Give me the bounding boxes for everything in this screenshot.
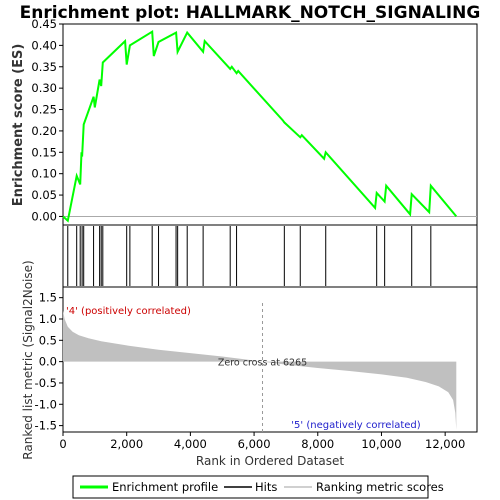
x-tick-label: 2,000	[110, 437, 143, 451]
negative-correlation-label: '5' (negatively correlated)	[291, 420, 420, 431]
x-axis-label: Rank in Ordered Dataset	[196, 454, 344, 468]
es-y-tick-label: 0.20	[31, 124, 57, 138]
x-tick-label: 8,000	[301, 437, 334, 451]
zero-cross-label: Zero cross at 6265	[218, 358, 307, 369]
es-y-tick-label: 0.30	[31, 81, 57, 95]
es-panel-frame	[62, 23, 478, 226]
positive-correlation-label: '4' (positively correlated)	[66, 306, 191, 317]
legend-label-hits: Hits	[255, 480, 277, 494]
x-tick-label: 12,000	[425, 437, 465, 451]
es-curve-line	[62, 29, 458, 223]
metric-y-axis: -1.5 -1.0 -0.5 0.0 0.5 1.0 1.5	[35, 291, 63, 433]
metric-y-tick-label: 0.5	[39, 333, 57, 347]
es-y-tick-label: 0.15	[31, 145, 57, 159]
es-y-tick-label: 0.10	[31, 167, 57, 181]
x-tick-label: 4,000	[174, 437, 207, 451]
legend-label-ranking: Ranking metric scores	[316, 480, 444, 494]
chart-title: Enrichment plot: HALLMARK_NOTCH_SIGNALIN…	[20, 3, 481, 23]
es-y-tick-label: 0.00	[31, 209, 57, 223]
legend: Enrichment profile Hits Ranking metric s…	[72, 475, 444, 499]
metric-y-tick-label: 0.0	[39, 355, 57, 369]
hit-marks	[67, 226, 432, 286]
hits-panel-frame	[62, 224, 478, 288]
x-axis: 0 2,000 4,000 6,000 8,000 10,000 12,000	[59, 432, 465, 451]
es-y-axis: 0.00 0.05 0.10 0.15 0.20 0.25 0.30 0.35 0.40 0.45	[31, 17, 63, 223]
metric-y-tick-label: -1.5	[35, 419, 57, 433]
es-y-tick-label: 0.40	[31, 38, 57, 52]
x-tick-label: 6,000	[238, 437, 271, 451]
es-curve	[62, 29, 458, 223]
metric-y-tick-label: -1.0	[35, 397, 57, 411]
es-y-axis-label: Enrichment score (ES)	[11, 44, 26, 207]
es-y-tick-label: 0.05	[31, 188, 57, 202]
x-tick-label: 0	[59, 437, 66, 451]
metric-y-tick-label: 1.5	[39, 291, 57, 305]
es-y-tick-label: 0.35	[31, 60, 57, 74]
metric-y-tick-label: -0.5	[35, 376, 57, 390]
x-tick-label: 10,000	[361, 437, 401, 451]
metric-y-axis-label: Ranked list metric (Signal2Noise)	[21, 260, 35, 459]
ranked-metric-fill	[63, 310, 457, 430]
metric-y-tick-label: 1.0	[39, 312, 57, 326]
ranked-metric-area	[63, 310, 457, 430]
es-y-tick-label: 0.45	[31, 17, 57, 31]
es-y-tick-label: 0.25	[31, 103, 57, 117]
legend-label-enrichment: Enrichment profile	[112, 480, 218, 494]
